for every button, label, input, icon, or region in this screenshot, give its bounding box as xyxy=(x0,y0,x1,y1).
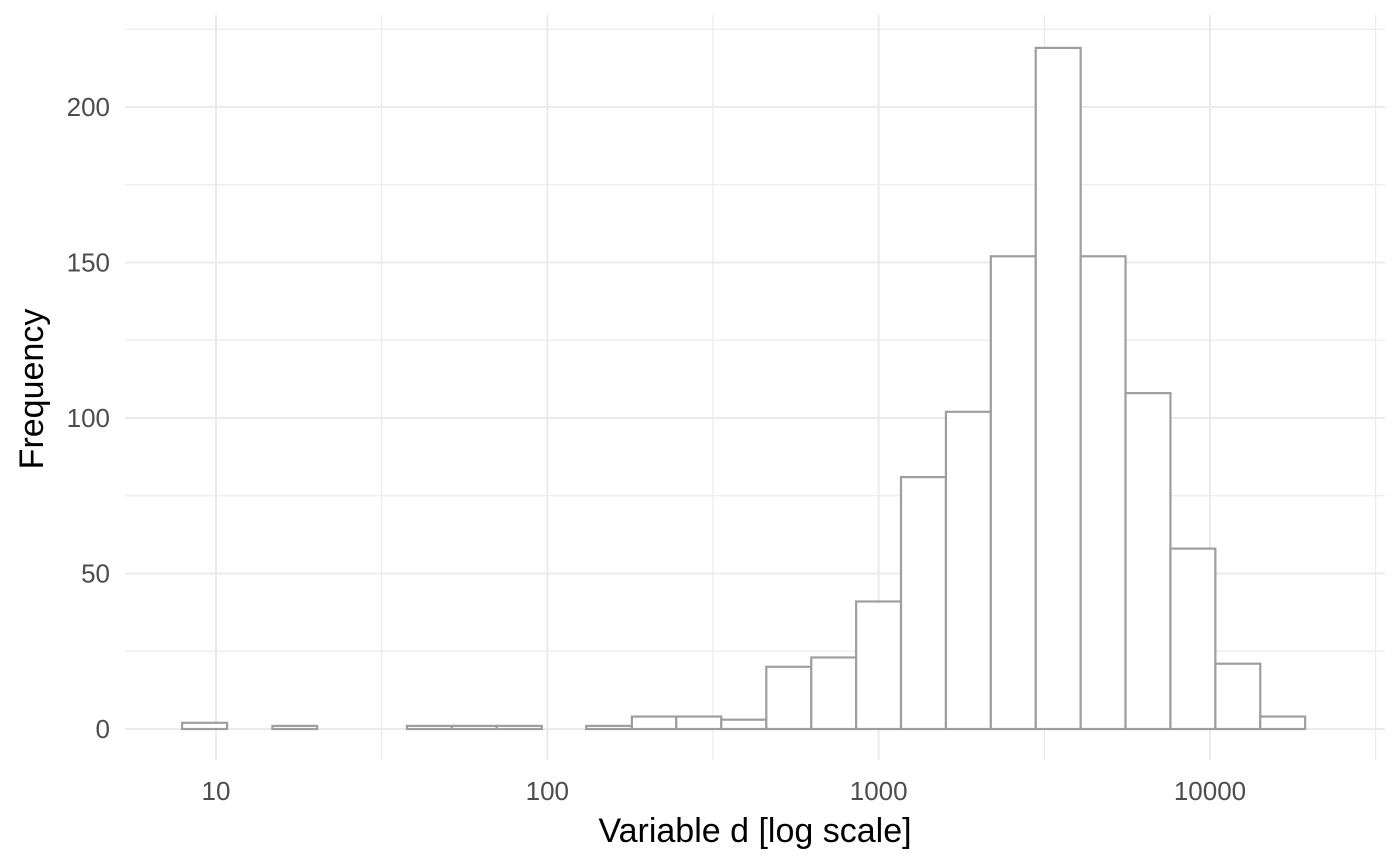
histogram-bar xyxy=(765,665,813,731)
histogram-bar xyxy=(1079,255,1127,731)
y-tick-label: 100 xyxy=(67,403,110,433)
histogram-bar xyxy=(450,724,498,731)
histogram-bar xyxy=(855,600,903,731)
histogram-bar xyxy=(675,715,723,731)
y-axis-title: Frequency xyxy=(13,309,51,470)
histogram-bar xyxy=(1124,392,1172,731)
histogram-bar xyxy=(495,724,543,731)
histogram-bar xyxy=(899,475,948,731)
x-tick-label: 10 xyxy=(202,776,231,806)
x-axis-tick-labels: 10 100 1000 10000 xyxy=(202,776,1247,806)
histogram-bar xyxy=(989,255,1037,731)
histogram-bar xyxy=(944,410,992,731)
histogram-bar xyxy=(271,724,319,731)
histogram-bars xyxy=(180,46,1307,731)
histogram-bar xyxy=(1169,547,1217,731)
histogram-bar xyxy=(1034,46,1082,731)
x-tick-label: 1000 xyxy=(850,776,908,806)
x-tick-label: 10000 xyxy=(1174,776,1246,806)
histogram-bar xyxy=(630,715,678,731)
histogram-bar xyxy=(180,721,229,731)
histogram-bar xyxy=(405,724,453,731)
y-tick-label: 0 xyxy=(96,714,110,744)
histogram-bar xyxy=(810,656,858,731)
y-tick-label: 150 xyxy=(67,248,110,278)
histogram-bar xyxy=(585,724,634,731)
y-axis-tick-labels: 0 50 100 150 200 xyxy=(67,92,110,744)
histogram-bar xyxy=(1214,662,1262,731)
y-tick-label: 200 xyxy=(67,92,110,122)
x-tick-label: 100 xyxy=(526,776,569,806)
x-axis-title: Variable d [log scale] xyxy=(598,812,911,850)
y-tick-label: 50 xyxy=(81,559,110,589)
histogram-bar xyxy=(720,718,768,731)
histogram-bar xyxy=(1259,715,1307,731)
